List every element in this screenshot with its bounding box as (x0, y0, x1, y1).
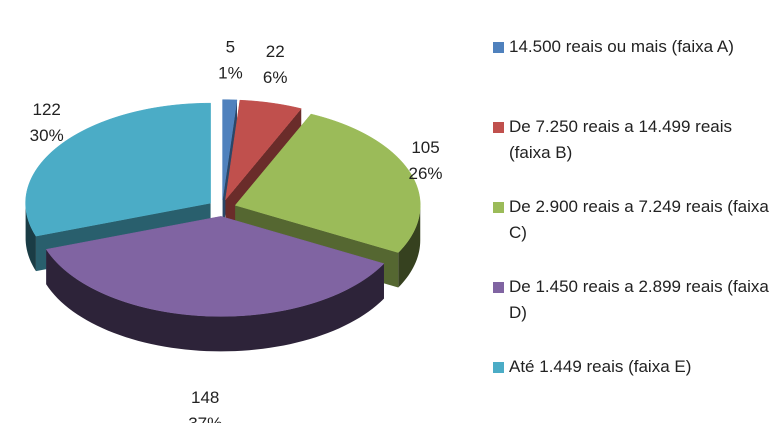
legend-label: Até 1.449 reais (faixa E) (509, 357, 692, 376)
value-label: 5 (226, 38, 235, 57)
pie-area: 5 1% 22 6% 105 26% 148 37% 122 30% (25, 38, 443, 423)
legend-item: De 1.450 reais a 2.899 reais (faixa D) (493, 274, 777, 354)
percent-label: 26% (409, 164, 443, 183)
legend-swatch (493, 282, 504, 293)
percent-label: 6% (263, 68, 288, 87)
slice-top (222, 99, 238, 200)
legend-swatch (493, 42, 504, 53)
legend-swatch (493, 362, 504, 373)
legend-swatch (493, 122, 504, 133)
value-label: 105 (411, 138, 439, 157)
legend-swatch (493, 202, 504, 213)
legend-label: De 1.450 reais a 2.899 reais (faixa D) (509, 277, 769, 322)
slice-top (45, 216, 385, 317)
legend-item: 14.500 reais ou mais (faixa A) (493, 34, 777, 114)
slice-top (225, 99, 302, 201)
percent-label: 30% (30, 126, 64, 145)
slice (45, 216, 385, 352)
percent-label: 37% (188, 414, 222, 423)
slice-side (25, 201, 36, 272)
value-label: 22 (266, 42, 285, 61)
slice-top (234, 113, 421, 253)
legend-label: De 2.900 reais a 7.249 reais (faixa C) (509, 197, 769, 242)
slice-top (25, 102, 211, 237)
slice-side (398, 205, 421, 288)
percent-label: 1% (218, 64, 243, 83)
legend-item: Até 1.449 reais (faixa E) (493, 354, 777, 423)
legend: 14.500 reais ou mais (faixa A) De 7.250 r… (493, 34, 777, 423)
legend-label: De 7.250 reais a 14.499 reais (faixa B) (509, 117, 733, 162)
value-label: 148 (191, 388, 219, 407)
slice-side (46, 249, 384, 352)
legend-label: 14.500 reais ou mais (faixa A) (509, 37, 734, 56)
legend-item: De 7.250 reais a 14.499 reais (faixa B) (493, 114, 777, 194)
value-label: 122 (33, 100, 61, 119)
legend-item: De 2.900 reais a 7.249 reais (faixa C) (493, 194, 777, 274)
